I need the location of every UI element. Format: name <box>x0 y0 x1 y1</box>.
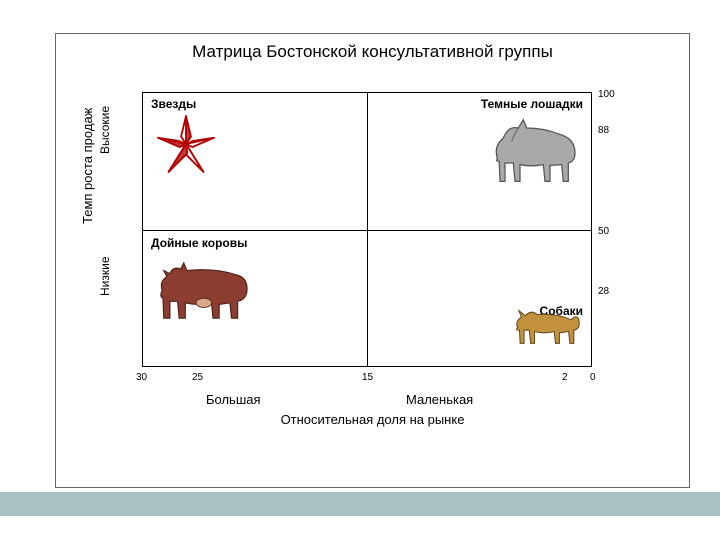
quadrant-question-marks-label: Темные лошадки <box>481 97 583 111</box>
bottom-tick: 25 <box>192 372 203 383</box>
bcg-matrix: Звезды Темные лошадки Дойные коровы Соба… <box>142 92 592 367</box>
y-axis-label: Темп роста продаж <box>80 108 95 224</box>
x-axis-label: Относительная доля на рынке <box>56 412 689 427</box>
y-axis-high-label: Высокие <box>98 106 112 154</box>
horizontal-divider <box>143 230 591 231</box>
cow-icon <box>153 253 253 325</box>
x-axis-small-label: Маленькая <box>406 392 473 407</box>
star-icon <box>155 113 217 175</box>
horse-icon <box>485 113 585 188</box>
quadrant-cash-cows-label: Дойные коровы <box>151 236 247 250</box>
right-tick: 28 <box>598 286 609 297</box>
dog-icon <box>511 301 583 349</box>
chart-title: Матрица Бостонской консультативной групп… <box>56 42 689 62</box>
right-tick: 100 <box>598 89 615 100</box>
right-tick: 88 <box>598 125 609 136</box>
bottom-tick: 2 <box>562 372 568 383</box>
bottom-tick: 0 <box>590 372 596 383</box>
bottom-tick: 30 <box>136 372 147 383</box>
x-axis-large-label: Большая <box>206 392 261 407</box>
outer-frame: Матрица Бостонской консультативной групп… <box>55 33 690 488</box>
right-tick: 50 <box>598 226 609 237</box>
bottom-stripe <box>0 492 720 516</box>
bottom-tick: 15 <box>362 372 373 383</box>
y-axis-low-label: Низкие <box>98 257 112 297</box>
quadrant-stars-label: Звезды <box>151 97 196 111</box>
